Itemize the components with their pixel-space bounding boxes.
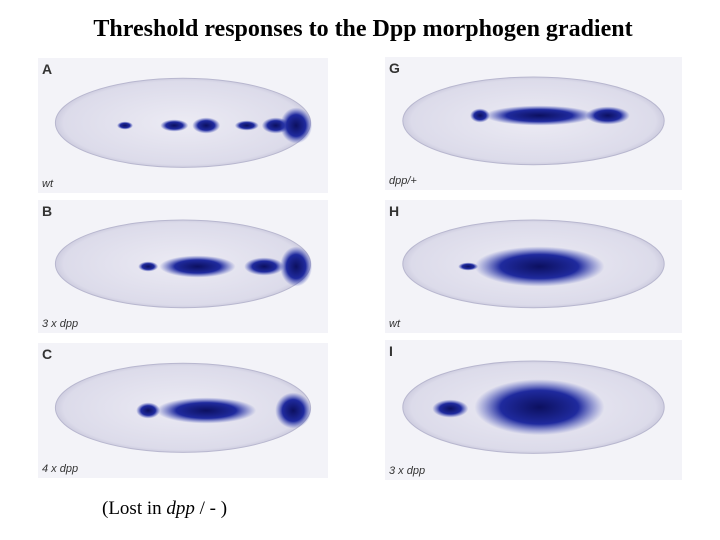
stain bbox=[192, 117, 221, 134]
footnote-text: (Lost in bbox=[102, 498, 166, 519]
stain bbox=[136, 402, 161, 419]
stain bbox=[160, 119, 189, 132]
panel-letter: G bbox=[389, 60, 400, 76]
stain bbox=[117, 121, 133, 130]
stain bbox=[432, 399, 469, 418]
stain bbox=[470, 108, 491, 123]
stain bbox=[280, 246, 313, 287]
stain bbox=[244, 257, 285, 276]
stain bbox=[585, 106, 630, 125]
panel-caption: 3 x dpp bbox=[42, 318, 78, 330]
stain bbox=[474, 379, 605, 436]
panel-caption: wt bbox=[42, 178, 54, 190]
panel-letter: C bbox=[42, 346, 52, 362]
stain bbox=[474, 246, 605, 287]
footnote: (Lost in dpp / - ) bbox=[102, 498, 227, 519]
stain bbox=[275, 392, 312, 429]
stain bbox=[138, 261, 159, 272]
panel-caption: 4 x dpp bbox=[42, 463, 78, 475]
panel-caption: wt bbox=[389, 318, 401, 330]
panel-letter: I bbox=[389, 343, 393, 359]
stain bbox=[234, 120, 259, 131]
stain bbox=[156, 397, 257, 424]
footnote-gene: dpp bbox=[166, 498, 195, 519]
panel-caption: dpp/+ bbox=[389, 175, 417, 187]
stain bbox=[159, 255, 236, 278]
panel-letter: A bbox=[42, 61, 52, 77]
slide-title: Threshold responses to the Dpp morphogen… bbox=[93, 16, 632, 42]
panel-letter: B bbox=[42, 203, 52, 219]
panel-letter: H bbox=[389, 203, 399, 219]
stain bbox=[280, 107, 313, 144]
footnote-text: / - ) bbox=[195, 498, 227, 519]
panel-caption: 3 x dpp bbox=[389, 465, 425, 477]
stain bbox=[484, 105, 595, 126]
stain bbox=[458, 262, 479, 271]
